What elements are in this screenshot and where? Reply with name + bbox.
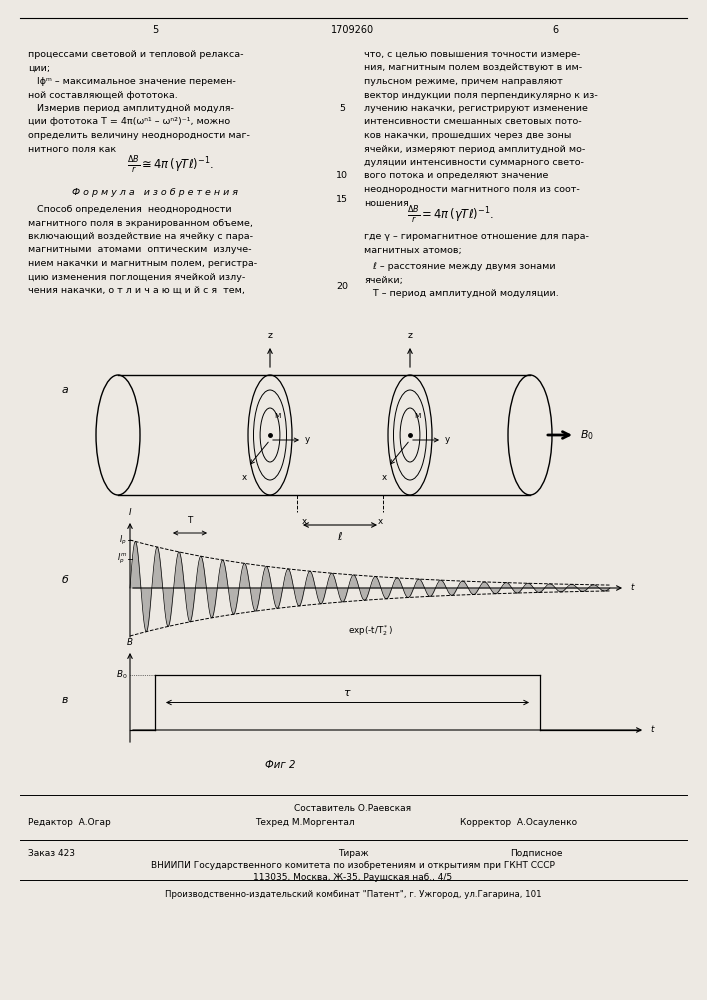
Text: x: x [378, 517, 383, 526]
Text: t: t [630, 584, 633, 592]
Text: процессами световой и тепловой релакса-: процессами световой и тепловой релакса- [28, 50, 243, 59]
Text: T: T [187, 516, 193, 525]
Text: $B_0$: $B_0$ [115, 669, 127, 681]
Text: 6: 6 [552, 25, 558, 35]
Text: z: z [267, 331, 272, 340]
Text: t: t [650, 726, 653, 734]
Text: y: y [445, 436, 450, 444]
Text: ции;: ции; [28, 64, 50, 73]
Text: где γ – гиромагнитное отношение для пара-: где γ – гиромагнитное отношение для пара… [364, 232, 589, 241]
Text: цию изменения поглощения ячейкой излу-: цию изменения поглощения ячейкой излу- [28, 272, 245, 282]
Text: что, с целью повышения точности измере-: что, с целью повышения точности измере- [364, 50, 580, 59]
Text: определить величину неоднородности маг-: определить величину неоднородности маг- [28, 131, 250, 140]
Text: б: б [62, 575, 69, 585]
Text: магнитного поля в экранированном объеме,: магнитного поля в экранированном объеме, [28, 219, 253, 228]
Text: нитного поля как: нитного поля как [28, 144, 116, 153]
Text: x: x [382, 473, 387, 482]
Text: Измерив период амплитудной модуля-: Измерив период амплитудной модуля- [28, 104, 234, 113]
Text: 20: 20 [336, 282, 348, 291]
Text: 113035, Москва, Ж-35, Раушская наб., 4/5: 113035, Москва, Ж-35, Раушская наб., 4/5 [253, 873, 452, 882]
Text: $\frac{\Delta B}{r} = 4\pi\,(\gamma T\ell)^{-1}$.: $\frac{\Delta B}{r} = 4\pi\,(\gamma T\el… [407, 205, 493, 225]
Text: ции фототока T = 4π(ωⁿ¹ – ωⁿ²)⁻¹, можно: ции фототока T = 4π(ωⁿ¹ – ωⁿ²)⁻¹, можно [28, 117, 230, 126]
Text: интенсивности смешанных световых пото-: интенсивности смешанных световых пото- [364, 117, 582, 126]
Text: Тираж: Тираж [338, 849, 368, 858]
Text: ℓ – расстояние между двумя зонами: ℓ – расстояние между двумя зонами [364, 262, 556, 271]
Text: y: y [305, 436, 310, 444]
Text: Iϕᵐ – максимальное значение перемен-: Iϕᵐ – максимальное значение перемен- [28, 77, 235, 86]
Text: ВНИИПИ Государственного комитета по изобретениям и открытиям при ГКНТ СССР: ВНИИПИ Государственного комитета по изоб… [151, 861, 555, 870]
Text: Редактор  А.Огар: Редактор А.Огар [28, 818, 111, 827]
Text: I: I [129, 508, 132, 517]
Text: B: B [127, 638, 133, 647]
Text: $\ell$: $\ell$ [337, 530, 343, 542]
Text: ячейки;: ячейки; [364, 275, 403, 284]
Text: дуляции интенсивности суммарного свето-: дуляции интенсивности суммарного свето- [364, 158, 584, 167]
Text: 5: 5 [339, 104, 345, 113]
Text: Фиг 2: Фиг 2 [264, 760, 296, 770]
Text: Техред М.Моргентал: Техред М.Моргентал [255, 818, 355, 827]
Text: 1709260: 1709260 [332, 25, 375, 35]
Text: включающий воздействие на ячейку с пара-: включающий воздействие на ячейку с пара- [28, 232, 253, 241]
Text: ячейки, измеряют период амплитудной мо-: ячейки, измеряют период амплитудной мо- [364, 144, 585, 153]
Text: Ф о р м у л а   и з о б р е т е н и я: Ф о р м у л а и з о б р е т е н и я [72, 188, 238, 197]
Text: ной составляющей фототока.: ной составляющей фототока. [28, 91, 177, 100]
Text: $\frac{\Delta B}{r} \cong 4\pi\,(\gamma T\ell)^{-1}$.: $\frac{\Delta B}{r} \cong 4\pi\,(\gamma … [127, 155, 214, 175]
Text: ния, магнитным полем воздействуют в им-: ния, магнитным полем воздействуют в им- [364, 64, 582, 73]
Text: в: в [62, 695, 68, 705]
Text: магнитными  атомами  оптическим  излуче-: магнитными атомами оптическим излуче- [28, 245, 252, 254]
Text: T – период амплитудной модуляции.: T – период амплитудной модуляции. [364, 289, 559, 298]
Text: $I_p^m$: $I_p^m$ [117, 552, 127, 566]
Text: M: M [274, 413, 281, 419]
Text: x: x [241, 473, 247, 482]
Text: $B_0$: $B_0$ [580, 428, 594, 442]
Text: Подписное: Подписное [510, 849, 563, 858]
Text: вектор индукции поля перпендикулярно к из-: вектор индукции поля перпендикулярно к и… [364, 91, 597, 100]
Text: ков накачки, прошедших через две зоны: ков накачки, прошедших через две зоны [364, 131, 571, 140]
Text: 5: 5 [152, 25, 158, 35]
Text: чения накачки, о т л и ч а ю щ и й с я  тем,: чения накачки, о т л и ч а ю щ и й с я т… [28, 286, 245, 295]
Text: Способ определения  неоднородности: Способ определения неоднородности [28, 205, 232, 214]
Text: а: а [62, 385, 69, 395]
Text: 10: 10 [336, 172, 348, 180]
Text: неоднородности магнитного поля из соот-: неоднородности магнитного поля из соот- [364, 185, 580, 194]
Text: ношения: ношения [364, 198, 409, 208]
Text: exp(-t/T$_2^*$): exp(-t/T$_2^*$) [348, 623, 392, 638]
Text: $\tau$: $\tau$ [343, 688, 352, 698]
Text: вого потока и определяют значение: вого потока и определяют значение [364, 172, 549, 180]
Text: $I_p$: $I_p$ [119, 533, 127, 547]
Text: пульсном режиме, причем направляют: пульсном режиме, причем направляют [364, 77, 563, 86]
Text: M: M [414, 413, 421, 419]
Text: Заказ 423: Заказ 423 [28, 849, 75, 858]
Text: Составитель О.Раевская: Составитель О.Раевская [294, 804, 411, 813]
Text: магнитных атомов;: магнитных атомов; [364, 245, 462, 254]
Text: 15: 15 [336, 195, 348, 204]
Text: Производственно-издательский комбинат "Патент", г. Ужгород, ул.Гагарина, 101: Производственно-издательский комбинат "П… [165, 890, 542, 899]
Text: нием накачки и магнитным полем, регистра-: нием накачки и магнитным полем, регистра… [28, 259, 257, 268]
Text: Корректор  А.Осауленко: Корректор А.Осауленко [460, 818, 577, 827]
Text: лучению накачки, регистрируют изменение: лучению накачки, регистрируют изменение [364, 104, 588, 113]
Text: x: x [302, 517, 307, 526]
Text: z: z [407, 331, 412, 340]
